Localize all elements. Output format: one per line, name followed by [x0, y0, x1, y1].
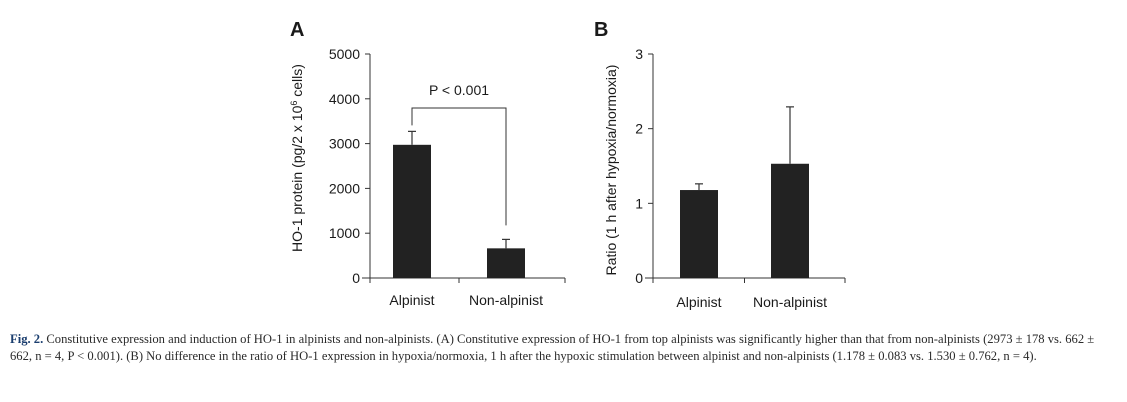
- panel-a-bar-non-alpinist: [487, 248, 525, 278]
- caption-label: Fig. 2.: [10, 332, 44, 346]
- panel-a-y-tick-label: 3000: [329, 136, 360, 152]
- panel-b-y-tick-label: 2: [635, 121, 643, 137]
- panel-b-letter: B: [594, 19, 608, 41]
- figure: A HO-1 protein (pg/2 x 106 cells) 0 1000 2…: [289, 19, 846, 310]
- figure-caption: Fig. 2. Constitutive expression and indu…: [10, 331, 1118, 365]
- panel-b-y-tick-label: 0: [635, 270, 643, 286]
- panel-b-category-label: Alpinist: [676, 294, 721, 310]
- panel-a-y-tick-label: 0: [352, 270, 360, 286]
- panel-a-category-label: Alpinist: [389, 292, 434, 308]
- caption-text: Constitutive expression and induction of…: [10, 332, 1095, 363]
- panel-a-significance-label: P < 0.001: [429, 82, 489, 98]
- panel-b-category-label: Non-alpinist: [753, 294, 827, 310]
- panel-b-y-axis-title: Ratio (1 h after hypoxia/normoxia): [603, 65, 619, 276]
- panel-b-y-tick-label: 1: [635, 195, 643, 211]
- panel-a-y-tick-label: 4000: [329, 91, 360, 107]
- panel-a-y-tick-label: 2000: [329, 180, 360, 196]
- panel-a-significance-bracket: [411, 107, 507, 226]
- panel-a-y-axis-title: HO-1 protein (pg/2 x 106 cells): [289, 64, 305, 252]
- panel-a-bar-alpinist: [393, 144, 431, 278]
- panel-b-y-tick-label: 3: [635, 46, 643, 62]
- panel-b-bar-alpinist: [680, 190, 718, 278]
- panel-b: B Ratio (1 h after hypoxia/normoxia) 0 1 2…: [594, 19, 846, 310]
- panel-a-category-label: Non-alpinist: [469, 292, 543, 308]
- panel-b-bar-non-alpinist: [771, 163, 809, 278]
- panel-a-y-tick-label: 1000: [329, 225, 360, 241]
- panel-a-letter: A: [290, 19, 304, 41]
- panel-a: A HO-1 protein (pg/2 x 106 cells) 0 1000 2…: [289, 19, 566, 308]
- panel-a-y-tick-label: 5000: [329, 46, 360, 62]
